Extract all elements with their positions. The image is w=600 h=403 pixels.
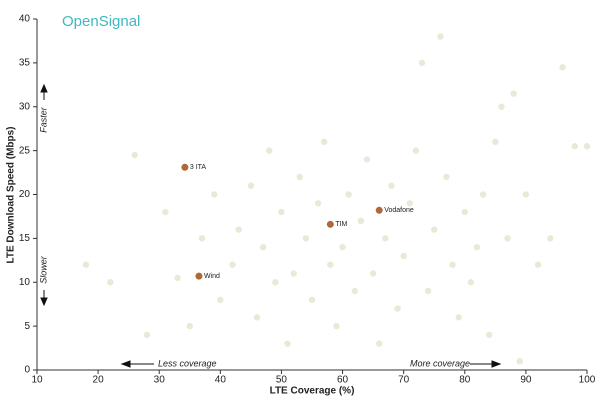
brand-logo: OpenSignal — [62, 13, 140, 30]
arrows — [40, 83, 502, 368]
point — [559, 64, 566, 71]
point — [217, 296, 224, 303]
point — [382, 235, 389, 242]
x-tick-label: 80 — [459, 375, 471, 386]
point — [467, 279, 475, 286]
point — [510, 90, 517, 97]
point — [290, 270, 297, 277]
point — [314, 200, 322, 207]
x-tick-label: 20 — [93, 375, 105, 386]
point — [308, 296, 316, 303]
point — [333, 322, 340, 330]
point-label: Wind — [204, 273, 220, 280]
point — [131, 151, 138, 159]
x-tick-label: 60 — [337, 375, 349, 386]
point — [376, 340, 383, 347]
point — [437, 33, 444, 40]
point — [253, 314, 261, 321]
point — [211, 191, 218, 198]
y-axis-label: LTE Download Speed (Mbps) — [6, 126, 17, 263]
point — [302, 235, 310, 242]
y-tick-label: 5 — [24, 321, 30, 332]
y-tick-label: 30 — [19, 101, 31, 112]
highlight-point — [195, 272, 203, 280]
point — [424, 287, 432, 295]
point — [498, 103, 505, 110]
y-tick-label: 0 — [24, 365, 30, 376]
point — [461, 208, 468, 216]
highlight-point — [181, 163, 189, 171]
x-axis-label: LTE Coverage (%) — [270, 386, 355, 397]
highlight-point — [326, 220, 334, 228]
point — [479, 191, 487, 198]
point — [431, 226, 438, 233]
point — [473, 243, 481, 251]
point — [406, 200, 413, 207]
point — [492, 138, 499, 146]
point — [284, 340, 291, 347]
point — [418, 59, 426, 67]
point — [345, 191, 352, 198]
y-tick-label: 40 — [19, 14, 31, 25]
highlight-point — [375, 206, 383, 214]
x-tick-label: 10 — [31, 375, 43, 386]
point — [455, 314, 462, 321]
faster-note: Faster — [38, 106, 48, 133]
point — [235, 226, 242, 233]
point — [363, 156, 371, 163]
x-tick-label: 100 — [579, 375, 596, 386]
point — [571, 143, 578, 150]
point — [198, 235, 206, 242]
x-tick-label: 50 — [276, 375, 288, 386]
point — [504, 235, 511, 242]
point — [547, 235, 554, 242]
point-label: 3 ITA — [190, 164, 207, 171]
point — [162, 208, 169, 216]
point — [82, 261, 90, 268]
point — [266, 147, 273, 154]
x-tick-label: 70 — [398, 375, 410, 386]
y-tick-label: 10 — [19, 277, 31, 288]
point — [369, 270, 377, 277]
slower-note: Slower — [38, 255, 48, 284]
point — [296, 173, 303, 181]
y-tick-label: 15 — [19, 233, 31, 244]
point — [357, 217, 365, 225]
point — [186, 322, 193, 330]
point — [174, 274, 181, 282]
point — [247, 182, 255, 189]
point — [321, 138, 328, 146]
point — [534, 261, 542, 268]
point — [583, 143, 591, 150]
point — [443, 173, 450, 181]
point — [327, 261, 334, 268]
point — [412, 147, 420, 154]
point — [449, 261, 456, 268]
point — [229, 261, 236, 268]
point — [400, 252, 407, 260]
point — [339, 243, 346, 251]
point-label: Vodafone — [384, 207, 414, 214]
point — [278, 208, 285, 216]
point-label: TIM — [335, 221, 347, 228]
point — [394, 305, 401, 312]
more-note: More coverage — [410, 358, 470, 368]
x-tick-label: 90 — [520, 375, 532, 386]
point — [522, 191, 530, 198]
point — [259, 243, 267, 251]
point — [272, 279, 279, 286]
point — [388, 182, 395, 189]
less-note: Less coverage — [158, 358, 217, 368]
y-tick-label: 20 — [19, 189, 31, 200]
point — [516, 358, 523, 365]
y-tick-label: 35 — [19, 58, 31, 69]
x-tick-label: 30 — [154, 375, 166, 386]
point — [107, 279, 114, 286]
x-tick-label: 40 — [215, 375, 227, 386]
y-tick-label: 25 — [19, 145, 31, 156]
point — [351, 287, 358, 295]
point — [486, 331, 493, 339]
point — [143, 331, 151, 339]
